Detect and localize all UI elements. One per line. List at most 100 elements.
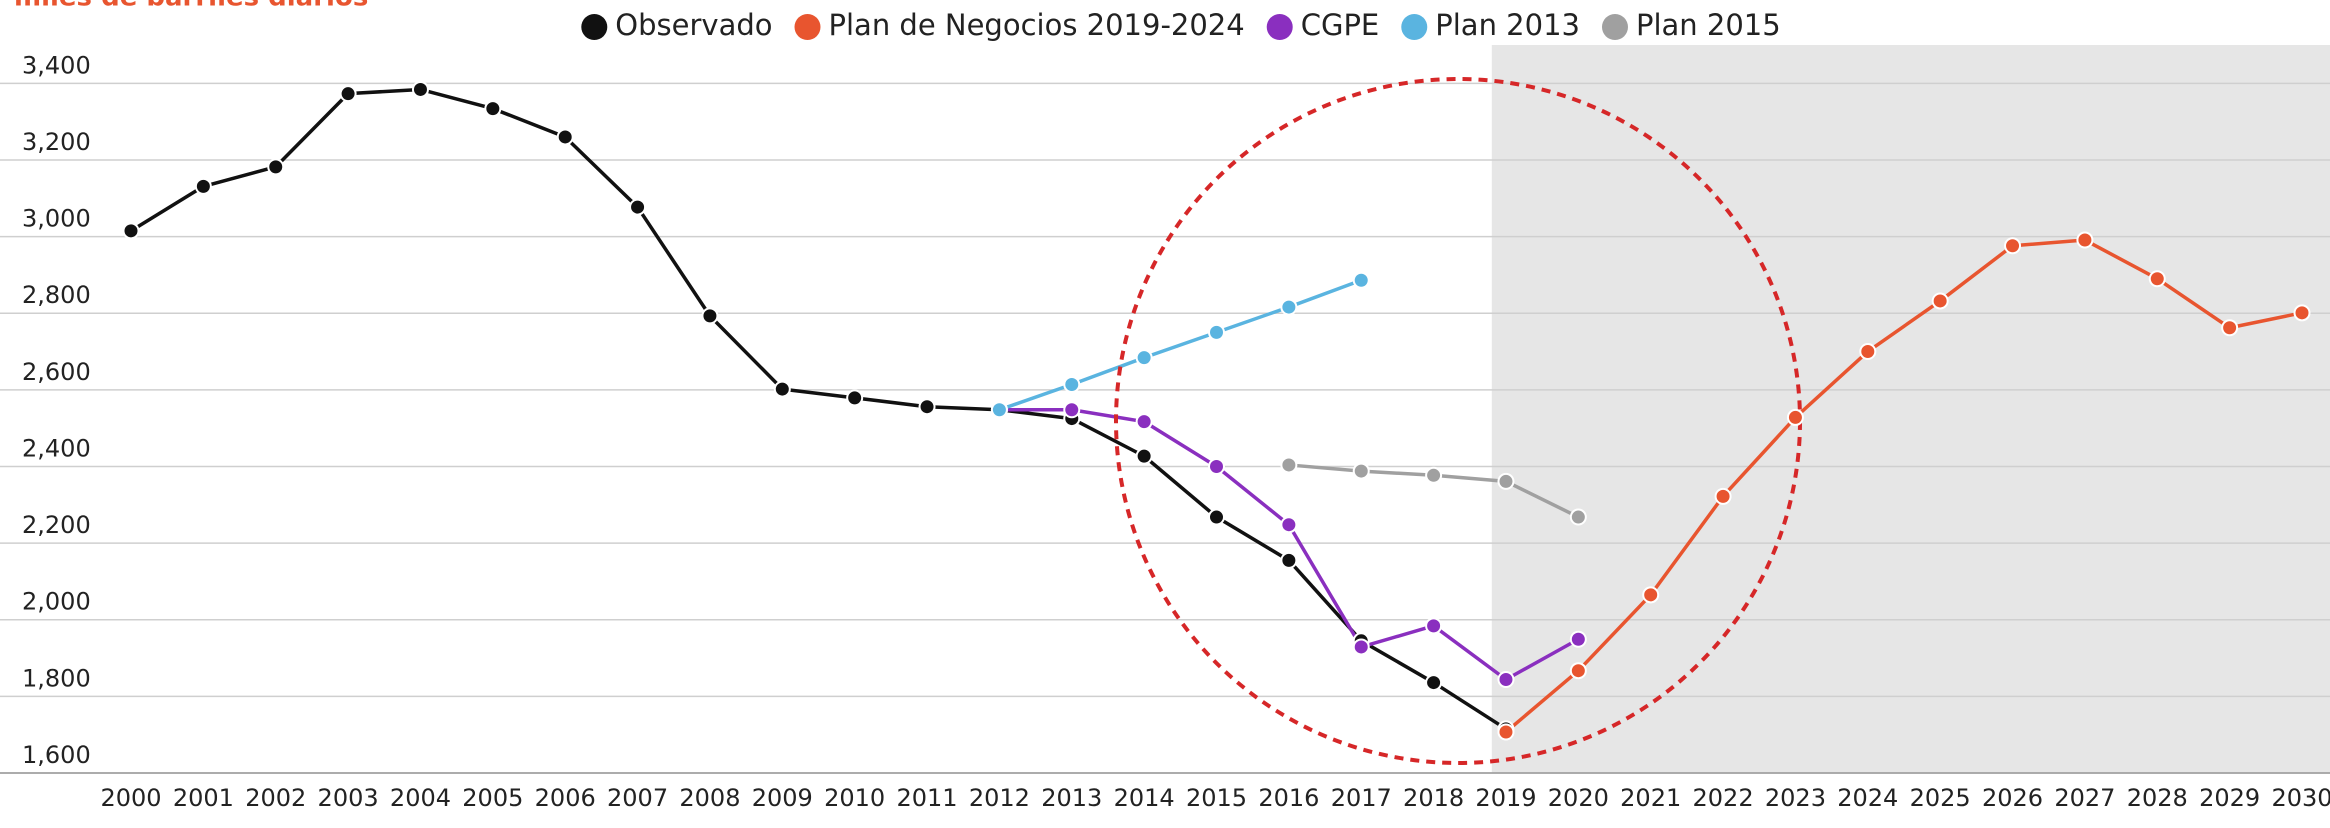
y-tick-label: 2,200 — [22, 511, 91, 539]
x-tick-label: 2018 — [1403, 784, 1464, 812]
data-point — [1208, 457, 1225, 475]
x-tick-label: 2026 — [1982, 784, 2043, 812]
series-line — [1504, 238, 2303, 734]
x-tick-label: 2015 — [1186, 784, 1247, 812]
data-point — [2221, 319, 2239, 337]
x-tick-label: 2007 — [607, 784, 668, 812]
data-point — [1063, 375, 1081, 393]
data-point — [1352, 271, 1370, 289]
x-tick-label: 2027 — [2054, 784, 2115, 812]
x-tick-label: 2000 — [100, 784, 161, 812]
x-tick-label: 2021 — [1620, 784, 1681, 812]
data-point — [990, 401, 1008, 419]
legend-label: Observado — [615, 8, 772, 42]
data-point — [1135, 447, 1153, 465]
x-tick-label: 2023 — [1765, 784, 1826, 812]
data-point — [846, 389, 864, 407]
x-tick-label: 2001 — [173, 784, 234, 812]
x-tick-label: 2002 — [245, 784, 306, 812]
x-tick-label: 2016 — [1258, 784, 1319, 812]
y-tick-label: 3,400 — [22, 51, 91, 79]
legend-marker — [1401, 14, 1428, 40]
y-tick-label: 3,200 — [22, 128, 91, 156]
data-point — [484, 100, 502, 118]
data-point — [411, 80, 429, 98]
data-point — [1497, 723, 1515, 741]
legend-label: Plan 2015 — [1636, 8, 1781, 42]
series-line — [130, 87, 1507, 731]
x-tick-label: 2013 — [1041, 784, 1102, 812]
x-tick-label: 2011 — [896, 784, 957, 812]
x-tick-label: 2004 — [390, 784, 451, 812]
legend-marker — [1266, 14, 1293, 40]
data-point — [1135, 349, 1153, 367]
data-point — [1280, 298, 1298, 316]
data-point — [1714, 487, 1732, 505]
data-point — [1425, 617, 1443, 635]
y-tick-label: 2,400 — [22, 434, 91, 462]
legend-marker — [581, 14, 608, 40]
x-tick-label: 2014 — [1114, 784, 1175, 812]
data-point — [1642, 586, 1660, 604]
data-point — [1352, 462, 1370, 480]
x-tick-label: 2003 — [318, 784, 379, 812]
data-point — [1135, 413, 1153, 431]
x-tick-label: 2005 — [462, 784, 523, 812]
data-point — [701, 307, 719, 325]
data-point — [2076, 231, 2094, 249]
data-point — [1569, 508, 1587, 526]
data-point — [194, 177, 212, 195]
legend-label: Plan 2013 — [1435, 8, 1580, 42]
x-tick-label: 2008 — [679, 784, 740, 812]
x-tick-label: 2022 — [1693, 784, 1754, 812]
data-point — [773, 380, 791, 398]
data-point — [629, 198, 647, 216]
y-tick-label: 2,800 — [22, 281, 91, 309]
x-tick-label: 2010 — [824, 784, 885, 812]
x-tick-label: 2019 — [1475, 784, 1536, 812]
legend-label: CGPE — [1301, 8, 1380, 42]
data-point — [1931, 292, 1949, 310]
y-tick-label: 1,600 — [22, 741, 91, 769]
data-point — [1425, 466, 1443, 484]
data-point — [2293, 304, 2311, 322]
data-point — [918, 398, 936, 416]
data-point — [2004, 237, 2022, 255]
data-point — [1063, 401, 1081, 419]
data-point — [1497, 472, 1515, 490]
data-point — [556, 128, 574, 146]
data-point — [267, 158, 285, 176]
series-line — [999, 408, 1580, 682]
projection-shade — [1491, 45, 2330, 773]
x-tick-label: 2028 — [2127, 784, 2188, 812]
data-point — [1786, 408, 1804, 426]
x-tick-label: 2012 — [969, 784, 1030, 812]
data-point — [339, 85, 357, 103]
x-tick-label: 2024 — [1837, 784, 1898, 812]
x-tick-label: 2029 — [2199, 784, 2260, 812]
legend-marker — [1601, 14, 1628, 40]
legend-label: Plan de Negocios 2019-2024 — [829, 8, 1245, 42]
data-point — [1280, 516, 1298, 534]
y-tick-label: 1,800 — [22, 664, 91, 692]
data-point — [2148, 270, 2166, 288]
x-tick-label: 2030 — [2271, 784, 2330, 812]
data-point — [1352, 638, 1370, 656]
data-point — [1569, 662, 1587, 680]
x-tick-label: 2017 — [1331, 784, 1392, 812]
series-line — [998, 278, 1362, 412]
data-point — [122, 222, 140, 240]
legend-marker — [794, 14, 821, 40]
data-point — [1208, 508, 1225, 526]
y-tick-label: 3,000 — [22, 205, 91, 233]
data-point — [1569, 630, 1587, 648]
data-point — [1208, 323, 1225, 341]
data-point — [1280, 456, 1298, 474]
data-point — [1497, 671, 1515, 689]
y-tick-label: 2,600 — [22, 358, 91, 386]
data-point — [1280, 551, 1298, 569]
x-tick-label: 2006 — [535, 784, 596, 812]
data-point — [1425, 674, 1443, 692]
x-tick-label: 2025 — [1910, 784, 1971, 812]
